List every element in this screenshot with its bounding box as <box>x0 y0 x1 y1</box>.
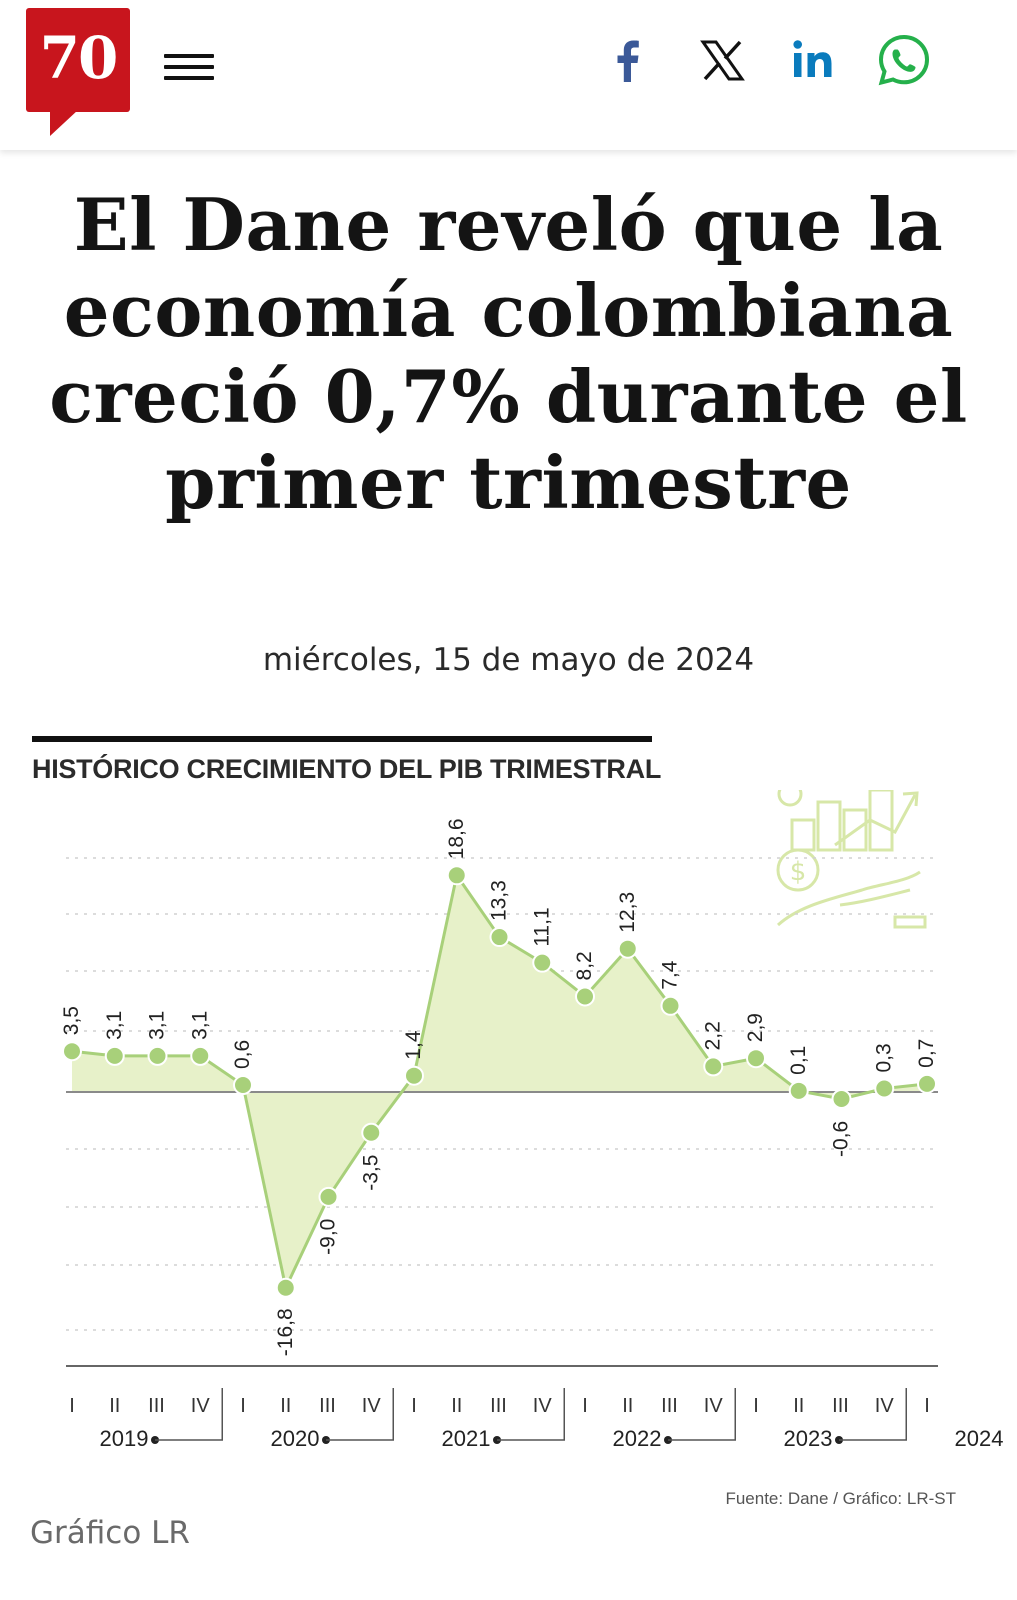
data-label: 2,9 <box>744 1013 767 1042</box>
data-label: -9,0 <box>317 1219 340 1255</box>
chart-credit: Gráfico LR <box>30 1515 190 1551</box>
article-headline: El Dane reveló que la economía colombian… <box>49 182 968 525</box>
quarter-tick-label: III <box>319 1395 336 1417</box>
data-point <box>446 865 467 886</box>
data-label: 7,4 <box>659 960 682 990</box>
quarter-tick-label: I <box>924 1395 930 1417</box>
data-label: -0,6 <box>830 1121 853 1157</box>
data-label: 0,1 <box>787 1046 810 1075</box>
quarter-tick-label: II <box>109 1395 120 1417</box>
year-bracket <box>497 1388 565 1441</box>
data-label: 2,2 <box>701 1021 724 1050</box>
year-label: 2022 <box>613 1426 662 1451</box>
data-point <box>318 1186 339 1207</box>
site-logo[interactable]: 70 <box>26 8 130 112</box>
data-point <box>532 952 553 973</box>
year-label: 2021 <box>442 1426 491 1451</box>
data-point <box>788 1080 809 1101</box>
quarter-tick-label: I <box>582 1395 588 1417</box>
facebook-icon[interactable] <box>598 30 658 90</box>
quarter-tick-label: III <box>832 1395 849 1417</box>
data-point <box>361 1122 382 1143</box>
quarter-tick-label: I <box>240 1395 246 1417</box>
data-point <box>275 1277 296 1298</box>
data-label: 0,7 <box>915 1039 938 1068</box>
data-point <box>104 1045 125 1066</box>
data-label: 0,3 <box>872 1043 895 1072</box>
year-label: 2019 <box>100 1426 149 1451</box>
year-bracket <box>668 1388 736 1441</box>
x-icon[interactable] <box>692 30 752 90</box>
data-label: 12,3 <box>616 892 639 933</box>
quarter-tick-label: II <box>793 1395 804 1417</box>
linkedin-icon[interactable] <box>784 30 844 90</box>
data-label: 8,2 <box>573 951 596 980</box>
quarter-tick-label: I <box>753 1395 759 1417</box>
data-point <box>190 1045 211 1066</box>
data-point <box>233 1075 253 1096</box>
quarter-tick-label: IV <box>533 1395 553 1417</box>
data-point <box>917 1073 937 1094</box>
year-bracket <box>326 1388 394 1441</box>
data-point <box>617 938 638 959</box>
data-point <box>703 1056 724 1077</box>
year-bracket <box>839 1388 907 1441</box>
data-label: 3,1 <box>146 1011 169 1040</box>
chart-source: Fuente: Dane / Gráfico: LR-ST <box>725 1489 956 1508</box>
hamburger-menu-icon[interactable] <box>160 50 216 86</box>
quarter-tick-label: I <box>69 1395 75 1417</box>
data-point <box>489 927 510 948</box>
gdp-growth-chart: $ 3,5 3,1 3,1 3,1 0,6 -16,8 -9,0 -3,5 1,4 18,6 13,… <box>60 790 1004 1508</box>
top-navigation-bar: 70 <box>0 0 1017 150</box>
data-point <box>831 1088 852 1109</box>
quarter-tick-label: II <box>622 1395 633 1417</box>
data-label: 3,5 <box>60 1006 83 1035</box>
chart-top-rule <box>32 736 652 742</box>
data-point <box>404 1065 424 1086</box>
quarter-tick-label: III <box>148 1395 165 1417</box>
data-label: 3,1 <box>188 1011 211 1040</box>
quarter-tick-label: IV <box>191 1395 211 1417</box>
growth-decoration-icon: $ <box>776 790 927 929</box>
data-label: 11,1 <box>530 907 553 946</box>
quarter-tick-label: III <box>661 1395 678 1417</box>
logo-tail-shape <box>50 110 78 136</box>
data-label: -16,8 <box>274 1308 297 1356</box>
data-point <box>575 986 595 1007</box>
data-point <box>746 1048 766 1069</box>
data-label: -3,5 <box>359 1155 382 1191</box>
data-label: 18,6 <box>445 818 468 859</box>
whatsapp-icon[interactable] <box>874 30 934 90</box>
quarter-tick-label: II <box>451 1395 462 1417</box>
area-fill <box>72 875 927 1288</box>
year-label: 2020 <box>271 1426 320 1451</box>
article-date: miércoles, 15 de mayo de 2024 <box>262 642 755 678</box>
data-point <box>62 1041 82 1062</box>
quarter-tick-label: I <box>411 1395 417 1417</box>
data-label: 1,4 <box>402 1030 425 1060</box>
data-label: 13,3 <box>488 880 511 921</box>
data-label: 0,6 <box>231 1040 254 1069</box>
data-label: 3,1 <box>103 1011 126 1040</box>
quarter-tick-label: II <box>280 1395 291 1417</box>
quarter-tick-label: III <box>490 1395 507 1417</box>
quarter-tick-label: IV <box>704 1395 724 1417</box>
chart-title: HISTÓRICO CRECIMIENTO DEL PIB TRIMESTRAL <box>32 754 662 784</box>
year-label: 2023 <box>784 1426 833 1451</box>
data-point <box>660 995 681 1016</box>
year-bracket <box>155 1388 223 1441</box>
data-point <box>874 1078 895 1099</box>
data-point <box>147 1045 168 1066</box>
quarter-tick-label: IV <box>875 1395 895 1417</box>
year-label: 2024 <box>955 1426 1004 1451</box>
quarter-tick-label: IV <box>362 1395 382 1417</box>
svg-text:$: $ <box>790 857 807 887</box>
